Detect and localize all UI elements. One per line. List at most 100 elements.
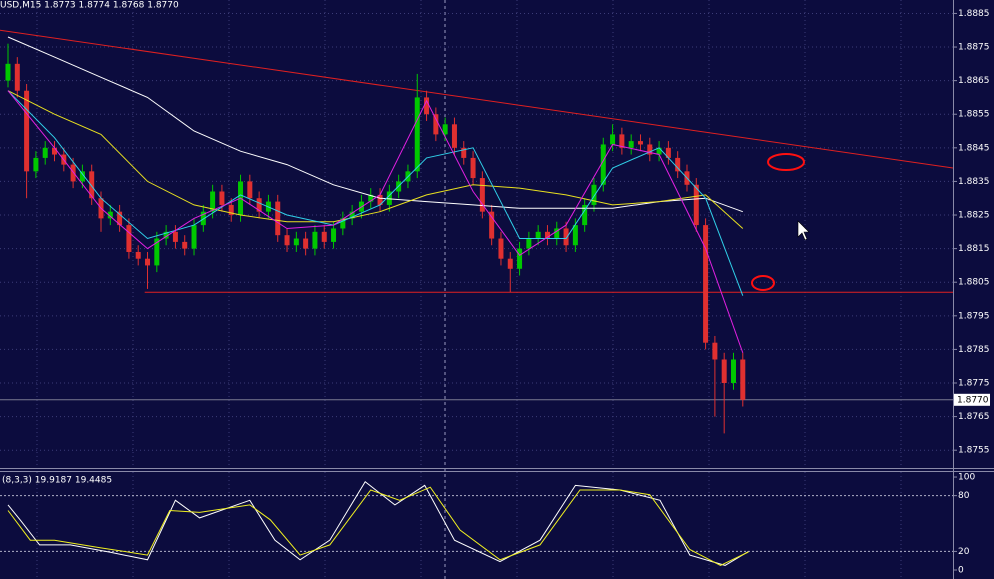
candle-body [228,204,234,216]
candle-body [591,184,597,205]
y-tick-label: 1.8825 [958,211,990,221]
trendline [0,29,954,169]
candle-body [182,241,188,249]
candle-body [582,204,588,226]
candle-body [563,228,569,246]
candle-body [451,124,457,148]
candle-body [675,157,681,172]
y-tick-label: 1.8805 [958,278,990,288]
y-tick-label: 100 [958,473,975,483]
current-price-box [954,393,990,406]
candle-body [293,238,299,246]
candle-body [284,235,290,246]
candle-body [535,231,541,239]
candle-body [275,201,281,236]
candle-body [312,231,318,249]
candle-body [79,171,85,182]
candle-body [600,144,606,185]
trendline-layer [0,29,954,293]
y-tick-label: 1.8885 [958,9,990,19]
candle-body [656,147,662,155]
oscillator-line [7,486,749,566]
y-tick-label: 1.8795 [958,311,990,321]
candle-body [200,211,206,226]
y-tick-label: 20 [958,547,970,557]
candle-body [526,238,532,249]
candle-body [479,178,485,212]
candle-body [424,97,430,115]
candle-body [5,63,11,81]
candle-body [368,194,374,202]
candle-body [386,191,392,205]
moving-average [7,90,744,296]
y-tick-label: 1.8775 [958,379,990,389]
annotation-ellipse [751,275,775,291]
y-tick-label: 1.8765 [958,412,990,422]
candle-body [740,359,746,400]
y-tick-label: 80 [958,491,970,501]
candle-body [89,171,95,199]
candle-body [191,225,197,249]
chart-title: USD,M15 1.8773 1.8774 1.8768 1.8770 [0,1,179,11]
candle-body [52,147,58,155]
moving-average [7,90,744,353]
y-tick-label: 0 [958,566,964,576]
candle-body [489,211,495,239]
line-layer [7,36,749,566]
y-tick-label: 1.8835 [958,177,990,187]
candle-body [544,231,550,239]
indicator-title: (8,3,3) 19.9187 19.4485 [2,476,112,486]
moving-average [7,36,743,213]
candle-body [442,124,448,135]
candle-body [107,211,113,219]
candle-body [42,147,48,158]
candle-body [712,342,718,360]
candle-body [693,184,699,226]
candle-body [126,225,132,252]
candle-body [321,231,327,242]
candle-body [628,141,634,148]
y-tick-label: 1.8855 [958,110,990,120]
candle-body [210,191,216,212]
candle-body [154,238,160,266]
moving-average [7,90,744,229]
oscillator-line [7,480,749,566]
y-tick-label: 1.8785 [958,345,990,355]
mouse-cursor [797,220,810,241]
candle-body [117,211,123,226]
candle-body [461,147,467,158]
candle-body [219,191,225,205]
y-tick-label: 1.8875 [958,43,990,53]
grid-layer [0,0,953,579]
candle-body [135,251,141,259]
candle-body [647,144,653,155]
candle-body [703,225,709,343]
candle-body [33,157,39,172]
candle-body [507,258,513,269]
candle-body [24,90,30,172]
candle-body [498,238,504,259]
candle-body [256,198,262,212]
candle-body [172,231,178,242]
y-tick-label: 1.8755 [958,446,990,456]
annotation-ellipse [767,153,805,171]
candle-body [163,231,169,239]
candle-body [554,228,560,239]
candle-body [730,359,736,384]
candle-body [340,218,346,229]
candle-body [14,63,20,91]
candle-body [619,134,625,148]
candle-body [145,258,151,266]
candle-body [377,194,383,205]
y-tick-label: 1.8845 [958,143,990,153]
current-price-label: 1.8770 [957,395,989,405]
candle-body [721,359,727,384]
candle-body [637,141,643,145]
y-tick-label: 1.8865 [958,76,990,86]
candle-body [470,157,476,179]
candle-body [610,134,616,145]
